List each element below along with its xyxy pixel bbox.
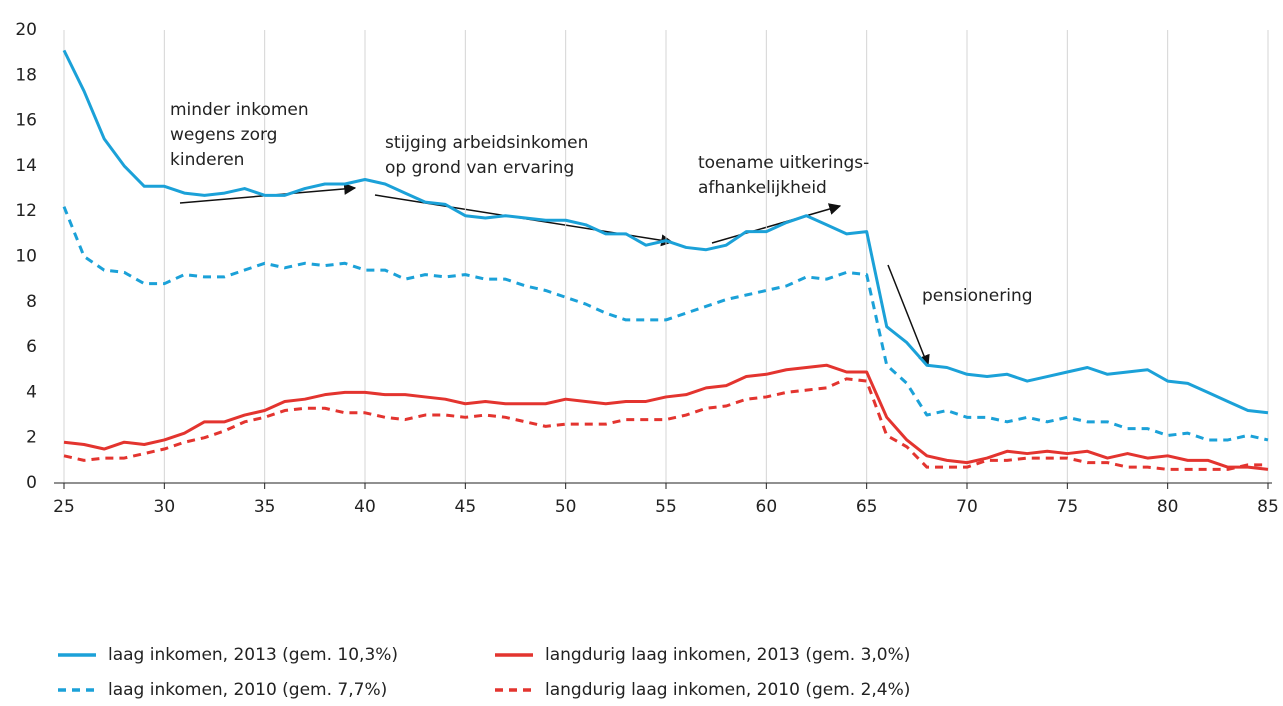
series-line <box>63 363 1269 471</box>
annotation: afhankelijkheid <box>698 178 827 198</box>
x-tick-label: 85 <box>1257 497 1279 517</box>
x-tick-label: 80 <box>1157 497 1179 517</box>
y-tick-label: 10 <box>15 247 37 267</box>
series-line <box>62 49 1269 415</box>
y-tick-label: 12 <box>15 201 37 221</box>
y-tick-label: 0 <box>26 473 37 493</box>
legend-label: laag inkomen, 2010 (gem. 7,7%) <box>108 680 387 700</box>
series-line <box>63 377 1268 471</box>
x-tick-label: 75 <box>1057 497 1079 517</box>
y-tick-label: 2 <box>26 428 37 448</box>
x-tick-label: 70 <box>956 497 978 517</box>
annotation: minder inkomen <box>170 100 309 120</box>
y-tick-label: 16 <box>15 111 37 131</box>
x-tick-label: 25 <box>53 497 75 517</box>
x-tick-label: 60 <box>756 497 778 517</box>
arrow <box>711 203 842 244</box>
y-tick-label: 20 <box>15 20 37 40</box>
x-tick-label: 35 <box>254 497 276 517</box>
legend-label: langdurig laag inkomen, 2013 (gem. 3,0%) <box>545 645 910 665</box>
arrow <box>887 264 930 368</box>
series-line <box>62 206 1269 442</box>
annotation: stijging arbeidsinkomen <box>385 133 588 153</box>
x-tick-label: 50 <box>555 497 577 517</box>
annotation: kinderen <box>170 150 244 170</box>
y-tick-label: 14 <box>15 156 37 176</box>
legend-label: laag inkomen, 2013 (gem. 10,3%) <box>108 645 398 665</box>
legend-label: langdurig laag inkomen, 2010 (gem. 2,4%) <box>545 680 910 700</box>
y-tick-label: 8 <box>26 292 37 312</box>
annotation: toename uitkerings- <box>698 153 869 173</box>
x-tick-label: 55 <box>655 497 677 517</box>
x-tick-label: 45 <box>455 497 477 517</box>
x-tick-label: 30 <box>154 497 176 517</box>
y-tick-label: 4 <box>26 382 37 402</box>
y-tick-label: 18 <box>15 65 37 85</box>
x-tick-label: 40 <box>354 497 376 517</box>
annotation: wegens zorg <box>170 125 277 145</box>
annotation: op grond van ervaring <box>385 158 574 178</box>
x-tick-label: 65 <box>856 497 878 517</box>
annotation: pensionering <box>922 286 1033 306</box>
y-tick-label: 6 <box>26 337 37 357</box>
